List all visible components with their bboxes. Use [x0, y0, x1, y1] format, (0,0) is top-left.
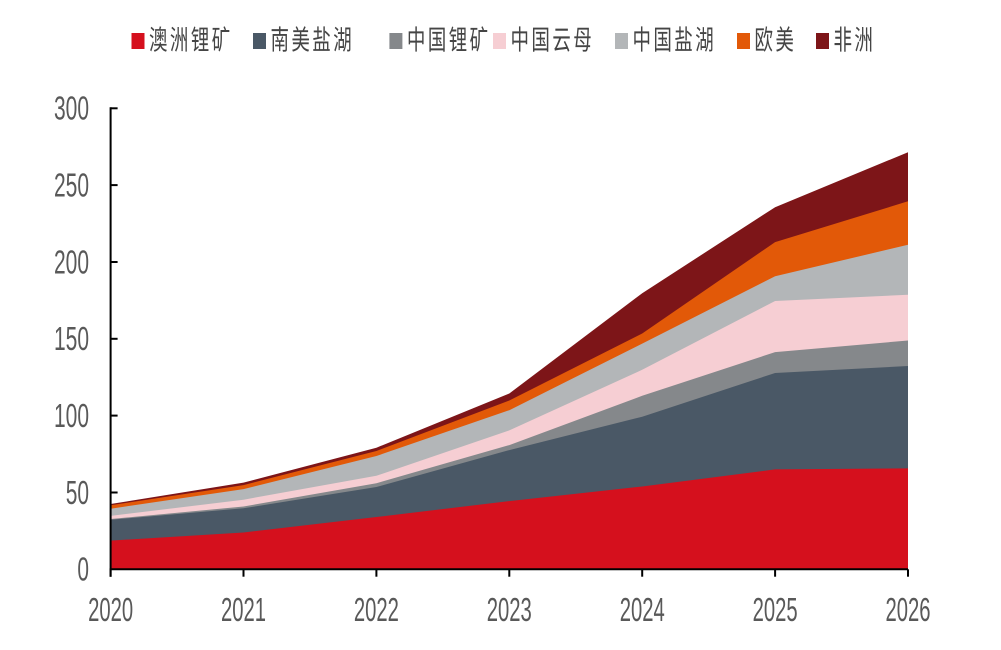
- svg-text:2020: 2020: [88, 592, 133, 629]
- svg-text:2024: 2024: [620, 592, 665, 629]
- svg-text:200: 200: [54, 244, 89, 281]
- svg-text:50: 50: [66, 475, 89, 512]
- svg-text:250: 250: [54, 168, 89, 205]
- svg-text:0: 0: [77, 552, 89, 589]
- svg-text:150: 150: [54, 321, 89, 358]
- svg-text:2023: 2023: [487, 592, 532, 629]
- svg-text:100: 100: [54, 398, 89, 435]
- svg-text:2026: 2026: [886, 592, 931, 629]
- svg-text:2025: 2025: [753, 592, 798, 629]
- svg-text:2021: 2021: [221, 592, 266, 629]
- svg-text:2022: 2022: [354, 592, 399, 629]
- svg-text:300: 300: [54, 91, 89, 128]
